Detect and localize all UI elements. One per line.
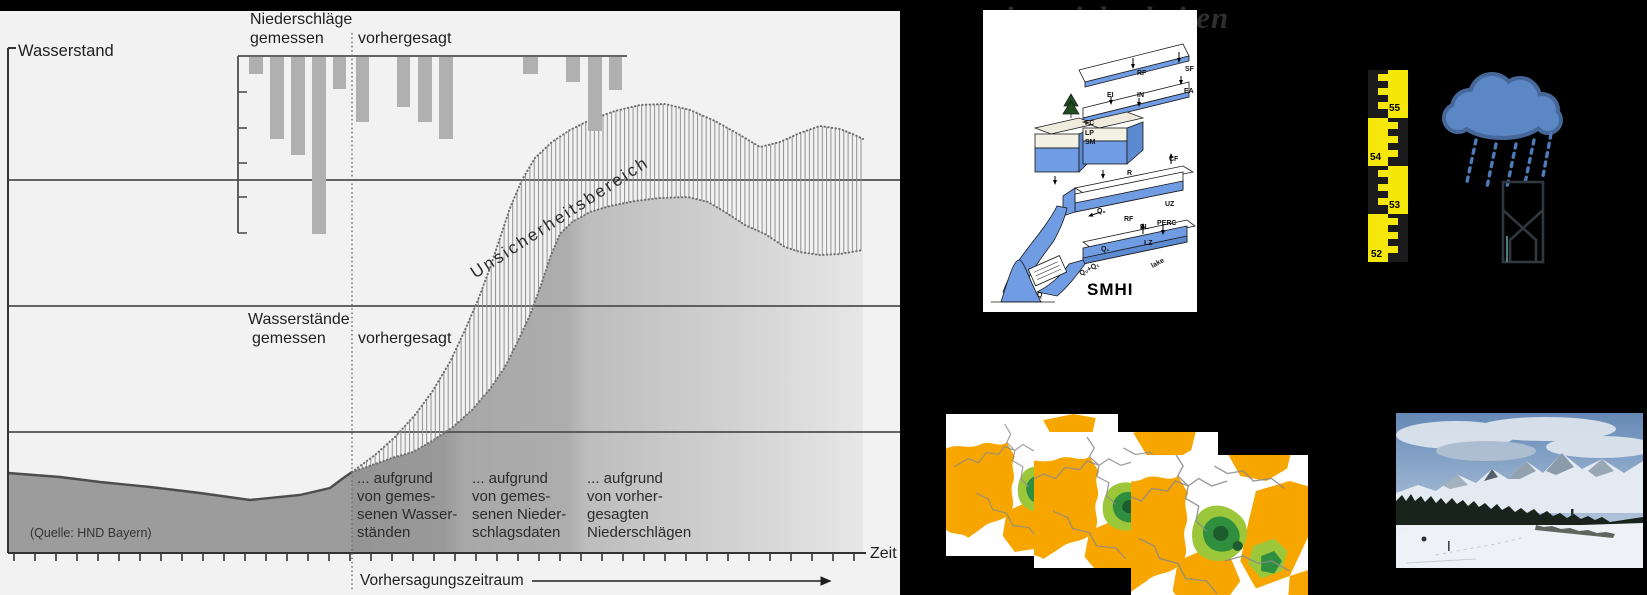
precip-bar-gemessen <box>291 57 305 155</box>
annotation-line: senen Wasser- <box>357 506 458 523</box>
annotation-line: von vorher- <box>587 488 663 505</box>
annotation-line: ... aufgrund <box>472 470 548 487</box>
precip-bar-gemessen <box>249 57 263 74</box>
water-forecast-label: vorhergesagt <box>358 330 452 347</box>
rain-cloud-icon <box>1442 72 1563 189</box>
annotation-line: ... aufgrund <box>357 470 433 487</box>
annotation-line: senen Nieder- <box>472 506 567 523</box>
precip-bar-gemessen <box>312 57 326 234</box>
precip-bar-gemessen <box>270 57 284 139</box>
gauge-number-54: 54 <box>1370 152 1382 163</box>
measured-water-area <box>8 472 352 553</box>
gauge-number-55: 55 <box>1389 103 1401 114</box>
hbv-label-EA: EA <box>1184 88 1194 95</box>
annotation-line: schlagsdaten <box>472 524 561 541</box>
forecast-water-area <box>352 197 863 553</box>
photo-figures <box>1421 509 1615 551</box>
hbv-label-EI: EI <box>1107 92 1114 99</box>
precip-measured-label: gemessen <box>250 30 324 47</box>
hbv-label-CF: CF <box>1169 156 1179 163</box>
hbv-label-UZ: UZ <box>1165 201 1175 208</box>
measured-water-curve <box>7 471 353 502</box>
forecast-period-label: Vorhersagungszeitraum <box>360 572 524 589</box>
hbv-label-SM: SM <box>1085 139 1096 146</box>
precip-bar-vorhergesagt <box>397 57 410 107</box>
water-level-gauge-icon: 55 54 53 52 <box>1368 70 1408 265</box>
precip-bar-vorhergesagt <box>439 57 453 139</box>
hbv-label-PERC: PERC <box>1157 220 1177 227</box>
precip-bar-vorhergesagt <box>418 57 432 122</box>
uncertainty-band-upper-border <box>351 102 864 473</box>
precip-bar-vorhergesagt <box>523 57 538 74</box>
annotation-line: ständen <box>357 524 411 541</box>
forecast-uncertainty-chart <box>0 11 900 595</box>
precip-bar-gemessen <box>333 57 346 89</box>
y-axis-label: Wasserstand <box>18 42 114 60</box>
hbv-label-LP: LP <box>1085 130 1094 137</box>
rain-streaks <box>1465 132 1553 189</box>
hbv-label-Q: Q₁ <box>1101 246 1110 253</box>
source-credit: (Quelle: HND Bayern) <box>30 526 152 540</box>
photo-mountains <box>1396 453 1643 513</box>
hbv-flux-arrows <box>1053 52 1183 235</box>
uncertainty-band <box>352 104 863 472</box>
hbv-label-Q: Q₀ <box>1097 208 1106 215</box>
hbv-label-FC: FC <box>1085 120 1095 127</box>
smhi-hbv-model-panel: SF RF EI IN EA FC LP SM R CF UZ PERC RF EL LZ Q₀ Q₁ Q₀+Q₁… <box>983 10 1197 312</box>
uncertainty-band-lower-border <box>351 195 864 473</box>
photo-forest <box>1396 494 1643 531</box>
hbv-model-diagram <box>991 43 1196 303</box>
hbv-label-SF: SF <box>1185 66 1194 73</box>
cloud-body <box>1446 76 1559 136</box>
water-measured-label-1: Wasserstände <box>248 311 350 328</box>
chart-dynamic-layer <box>0 11 900 595</box>
hbv-label-RF: RF <box>1137 70 1147 77</box>
hbv-label-Q: Q <box>1037 292 1043 299</box>
precip-bar-vorhergesagt <box>588 57 602 131</box>
annotation-line: von gemes- <box>357 488 436 505</box>
precip-bar-vorhergesagt <box>356 57 369 122</box>
hbv-label-IN: IN <box>1137 92 1144 99</box>
precip-map-tile-3 <box>1131 455 1308 595</box>
photo-clouds <box>1396 417 1643 461</box>
photo-tracks <box>1405 536 1525 564</box>
precip-forecast-label: vorhergesagt <box>358 30 452 47</box>
precip-header: Niederschläge <box>250 11 353 28</box>
annotation-line: von gemes- <box>472 488 551 505</box>
gauge-number-52: 52 <box>1371 249 1383 260</box>
hbv-label-EL: EL <box>1140 224 1149 231</box>
gauge-staff <box>1368 70 1408 262</box>
forecast-chart-panel: Wasserstand Niederschläge gemessen vorhe… <box>0 11 900 595</box>
annotation-line: Niederschlägen <box>587 524 692 541</box>
gauge-number-53: 53 <box>1389 200 1401 211</box>
hbv-label-R: R <box>1127 170 1133 177</box>
hbv-label-RF: RF <box>1124 216 1134 223</box>
snow-landscape-photo <box>1396 413 1643 568</box>
hbv-label-LZ: LZ <box>1144 240 1153 247</box>
x-axis-label: Zeit <box>870 545 897 562</box>
precip-bar-vorhergesagt <box>566 57 580 82</box>
precip-bar-vorhergesagt <box>609 57 622 90</box>
hbv-shapes <box>991 43 1196 303</box>
precipitation-gauge-icon <box>1501 180 1545 264</box>
annotation-line: ... aufgrund <box>587 470 663 487</box>
water-measured-label-2: gemessen <box>252 330 326 347</box>
annotation-line: gesagten <box>587 506 649 523</box>
smhi-logo: SMHI <box>1087 280 1134 299</box>
